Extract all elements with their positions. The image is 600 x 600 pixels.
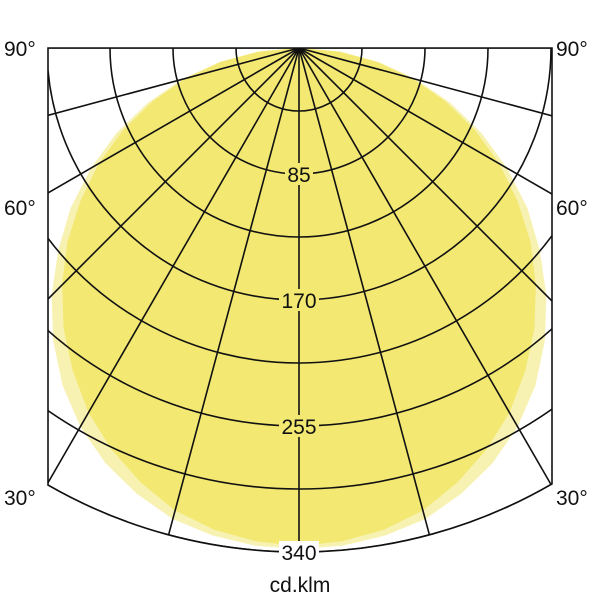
grid-radial-line — [48, 48, 300, 194]
grid-radial-line — [298, 48, 552, 485]
unit-label: cd.klm — [270, 574, 331, 597]
angle-label-30-right: 30° — [556, 487, 588, 510]
grid-radial-line — [48, 48, 300, 300]
grid-radial-line — [48, 48, 300, 117]
grid-radial-line — [298, 48, 552, 302]
grid-radial-line — [298, 48, 552, 195]
radial-label-bg — [279, 541, 319, 563]
radial-tick-label: 340 — [281, 542, 316, 565]
angle-label-30-left: 30° — [4, 487, 36, 510]
grid-radial-line — [298, 48, 431, 536]
radial-label-bg — [279, 289, 319, 311]
grid-radial-line — [167, 48, 300, 536]
grid-circle — [48, 235, 552, 364]
grid-radial-line — [48, 48, 300, 484]
radial-label-bg — [285, 163, 313, 185]
grid-radial-line — [298, 48, 552, 117]
angle-label-90-right: 90° — [556, 38, 588, 61]
radial-label-bg — [279, 415, 319, 437]
angle-label-90-left: 90° — [4, 38, 36, 61]
radial-tick-label: 85 — [287, 164, 310, 187]
radial-tick-label: 170 — [281, 290, 316, 313]
radial-tick-label: 255 — [281, 416, 316, 439]
grid-circle — [48, 408, 552, 490]
angle-label-60-right: 60° — [556, 197, 588, 220]
angle-label-60-left: 60° — [4, 197, 36, 220]
